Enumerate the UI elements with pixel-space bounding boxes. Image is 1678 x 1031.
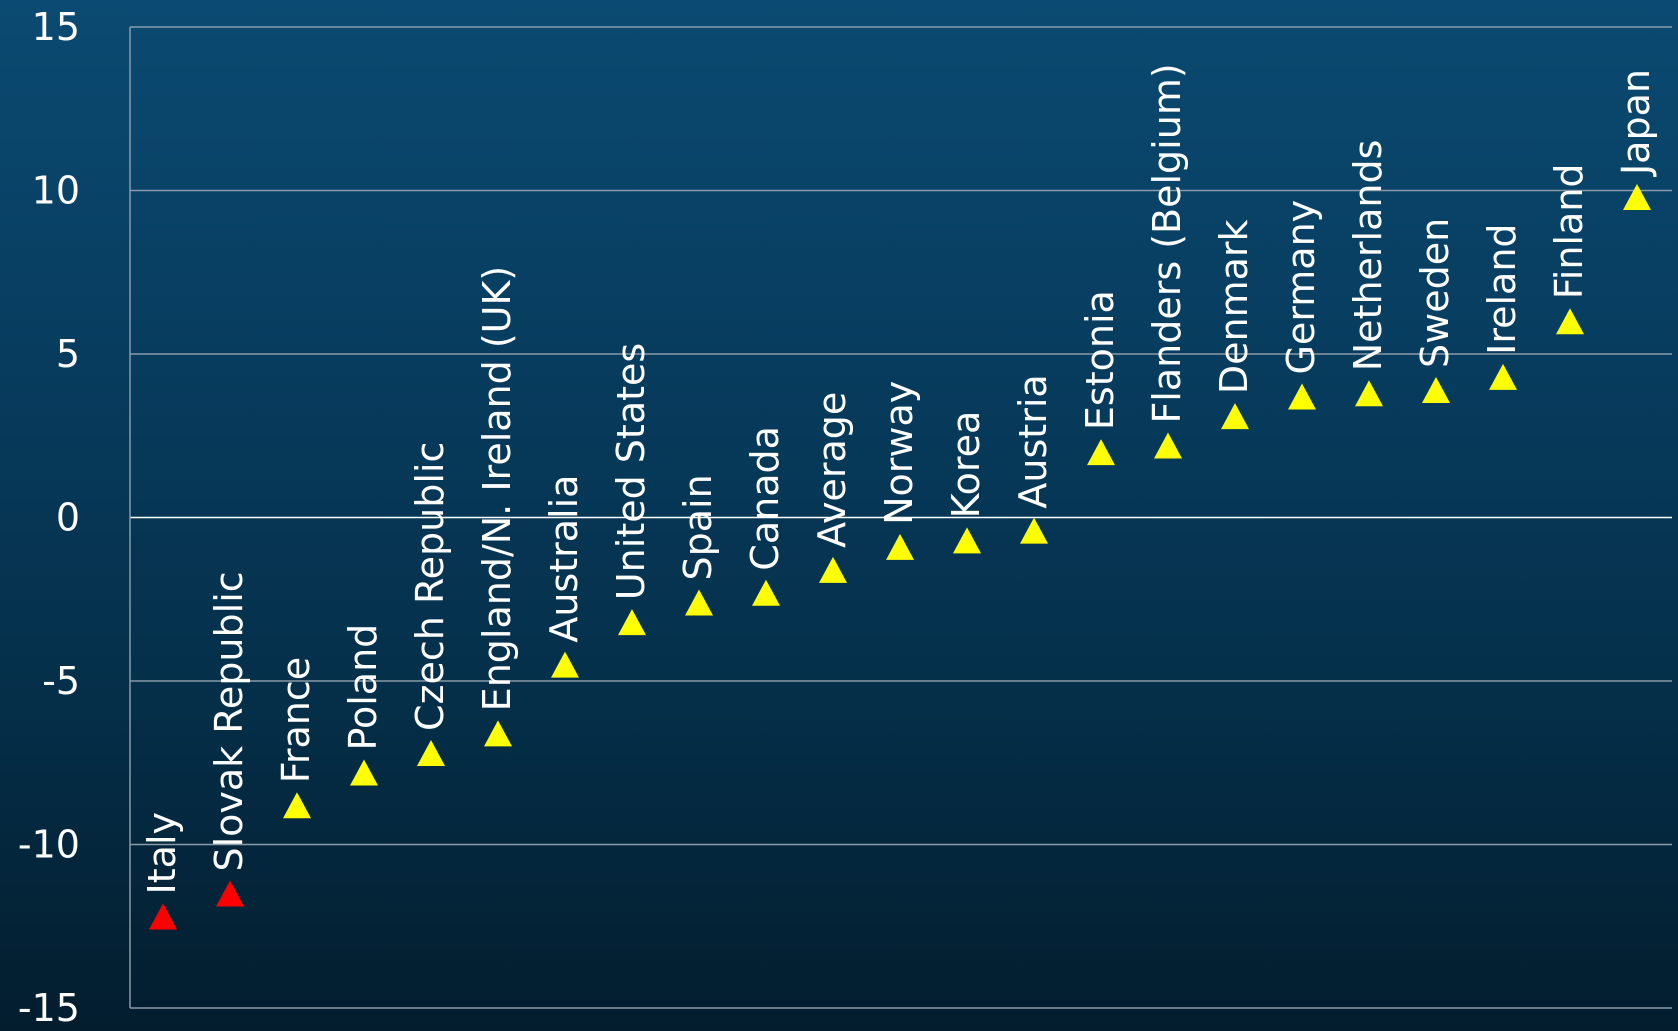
y-tick-label: -5 (42, 659, 80, 703)
y-tick-labels: 15 10 5 0 -5 -10 -15 (18, 5, 80, 1030)
data-point-triangle (149, 903, 177, 930)
point-label: Poland (341, 624, 385, 751)
data-point-triangle (417, 739, 445, 766)
y-tick-label: 0 (56, 496, 80, 540)
data-point-triangle (350, 759, 378, 786)
point-label: Sweden (1413, 218, 1457, 368)
data-point-triangle (551, 651, 579, 678)
data-point-triangle (1288, 383, 1316, 410)
point-label: Norway (877, 381, 921, 525)
point-label: Netherlands (1346, 140, 1390, 372)
data-point-triangle (1556, 308, 1584, 335)
point-label: Average (810, 392, 854, 548)
y-tick-label: -15 (18, 986, 80, 1030)
data-point-triangle (752, 579, 780, 606)
data-point-triangle (216, 880, 244, 907)
gridlines (130, 26, 1672, 1009)
point-label: Slovak Republic (207, 571, 251, 871)
point-label: Austria (1011, 374, 1055, 508)
data-point-triangle (618, 609, 646, 636)
data-point-triangle (953, 527, 981, 554)
data-point-triangle (484, 720, 512, 747)
point-label: Canada (743, 426, 787, 571)
point-label: Denmark (1212, 219, 1256, 394)
y-tick-label: 5 (56, 332, 80, 376)
data-point-triangle (1355, 380, 1383, 407)
point-label: Ireland (1480, 223, 1524, 354)
point-labels: Italy Slovak Republic France Poland Czech Re… (140, 63, 1658, 894)
data-point-triangle (819, 556, 847, 583)
data-point-triangle (1154, 432, 1182, 459)
data-point-triangle (1221, 403, 1249, 430)
data-point-triangle (1020, 517, 1048, 544)
data-point-triangle (283, 792, 311, 819)
y-tick-label: -10 (18, 823, 80, 867)
point-label: Flanders (Belgium) (1145, 63, 1189, 423)
point-label: Germany (1279, 200, 1323, 375)
point-label: United States (609, 343, 653, 600)
point-label: England/N. Ireland (UK) (475, 266, 519, 712)
data-point-triangle (1489, 363, 1517, 390)
point-label: Japan (1614, 69, 1658, 177)
point-label: France (274, 657, 318, 783)
y-tick-label: 10 (32, 169, 80, 213)
point-label: Australia (542, 475, 586, 643)
point-label: Spain (676, 474, 720, 580)
data-point-triangle (1623, 184, 1651, 211)
data-point-triangle (1422, 376, 1450, 403)
data-point-triangle (1087, 439, 1115, 466)
y-tick-label: 15 (32, 5, 80, 49)
point-label: Italy (140, 812, 184, 894)
data-points (149, 184, 1651, 930)
data-point-triangle (886, 533, 914, 560)
data-point-triangle (685, 589, 713, 616)
point-label: Estonia (1078, 290, 1122, 430)
point-label: Czech Republic (408, 442, 452, 731)
point-label: Korea (944, 411, 988, 519)
point-label: Finland (1547, 164, 1591, 300)
